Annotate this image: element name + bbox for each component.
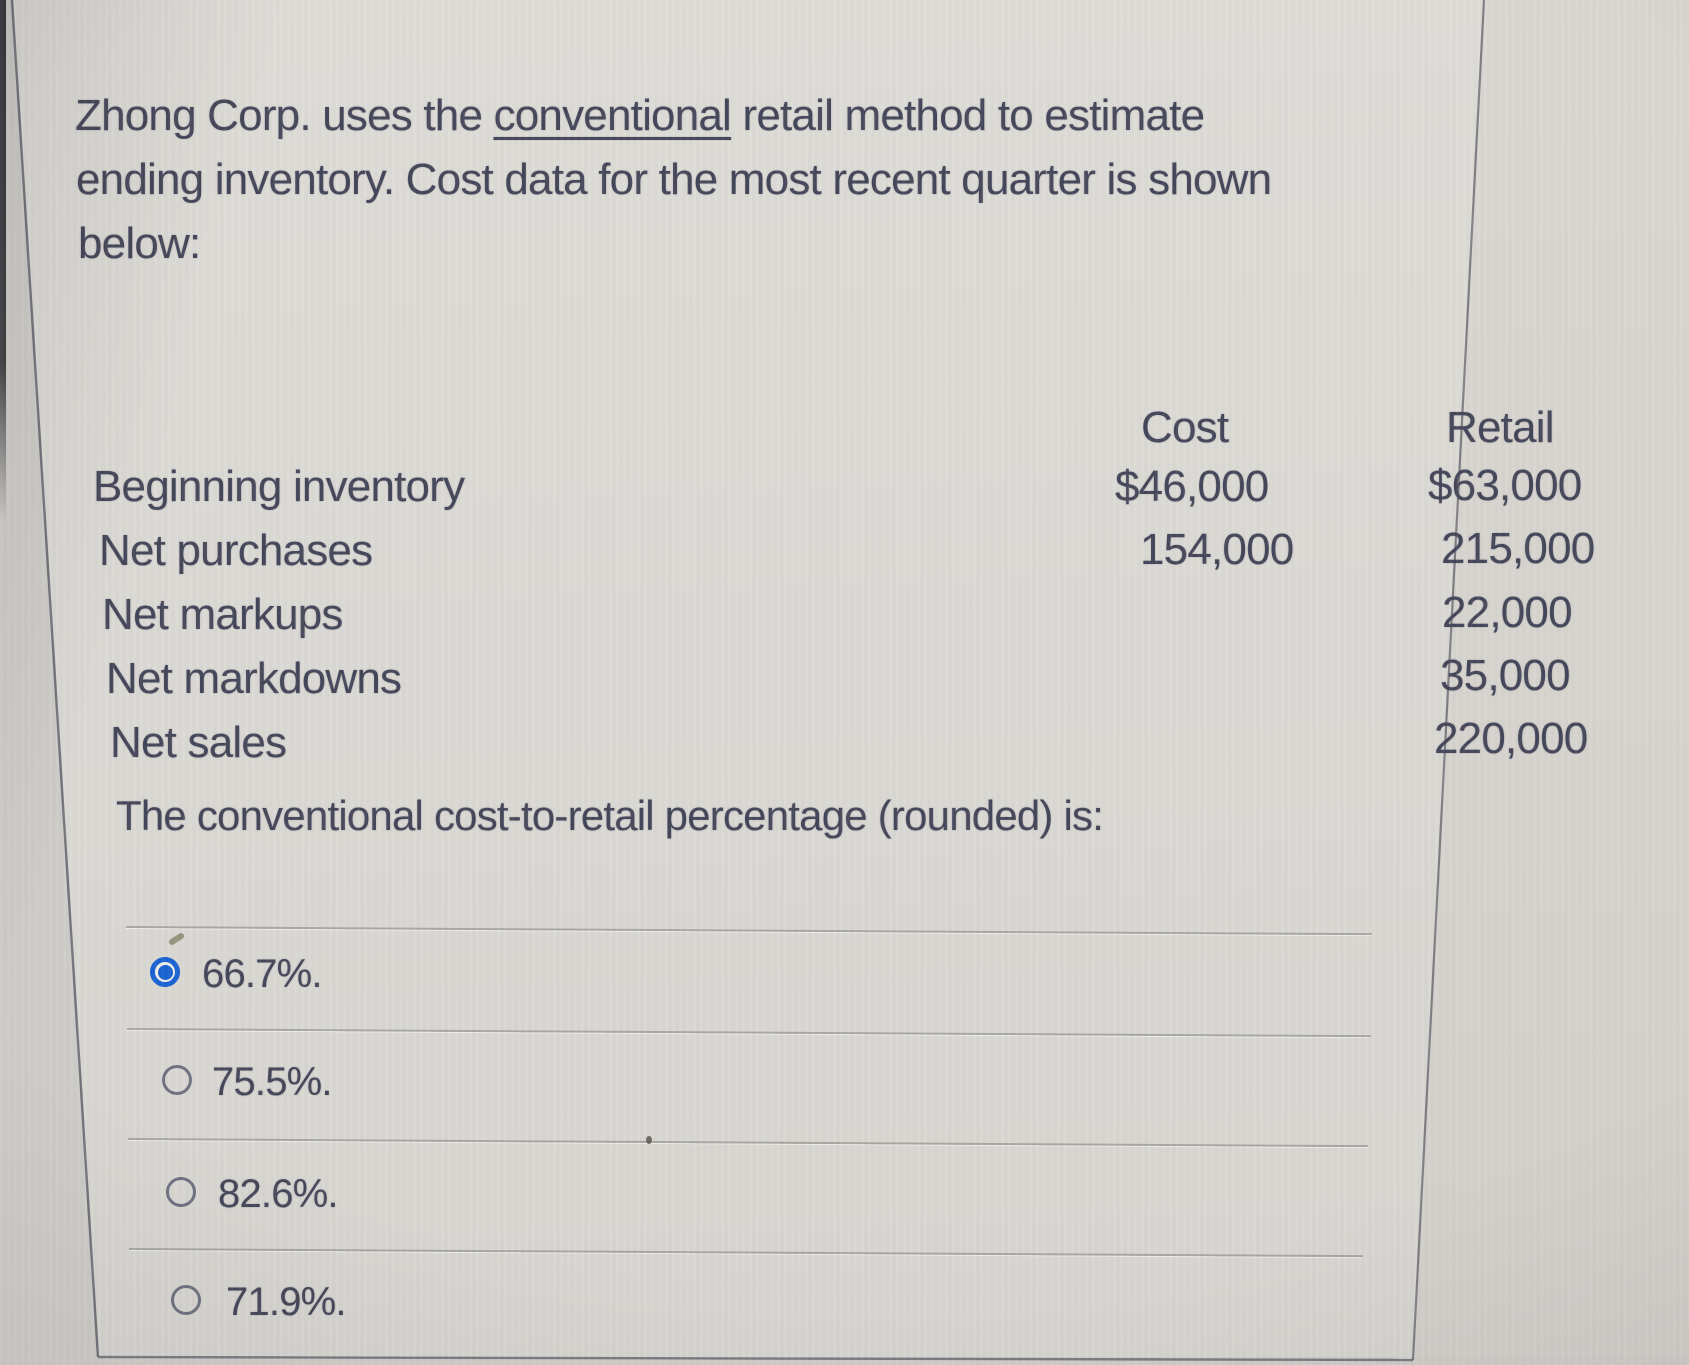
retail-value: 220,000 (1434, 714, 1588, 763)
row-label: Net purchases (99, 526, 373, 575)
option-label[interactable]: 75.5%. (212, 1060, 333, 1104)
option-label[interactable]: 82.6%. (218, 1172, 339, 1216)
screen-area-below-card (0, 1357, 1689, 1365)
cost-value: 154,000 (1140, 525, 1294, 574)
question-intro-line-1: Zhong Corp. uses the conventional retail… (75, 91, 1205, 140)
question-intro-line-2: ending inventory. Cost data for the most… (76, 155, 1272, 204)
question-prompt: The conventional cost-to-retail percenta… (116, 792, 1104, 839)
dust-speck-artifact (646, 1136, 652, 1144)
row-label: Net markdowns (106, 654, 402, 703)
radio-button-selected-icon[interactable] (150, 957, 180, 987)
column-header-cost: Cost (1141, 403, 1229, 452)
radio-dot-icon (157, 964, 173, 980)
option-label[interactable]: 71.9%. (226, 1280, 347, 1324)
radio-button-icon[interactable] (166, 1177, 196, 1207)
row-label: Beginning inventory (93, 462, 465, 511)
column-header-retail: Retail (1446, 403, 1555, 452)
radio-button-icon[interactable] (162, 1065, 192, 1095)
retail-value: 22,000 (1442, 588, 1573, 637)
retail-value: 35,000 (1440, 651, 1571, 700)
retail-value: 215,000 (1441, 524, 1595, 573)
retail-value: $63,000 (1428, 461, 1582, 510)
row-label: Net sales (110, 718, 287, 767)
radio-button-icon[interactable] (171, 1285, 201, 1315)
underlined-word: conventional (493, 91, 732, 140)
question-intro-line-3: below: (78, 219, 201, 268)
photo-edge-shadow (0, 0, 6, 520)
option-label[interactable]: 66.7%. (202, 952, 323, 996)
cost-value: $46,000 (1115, 462, 1269, 511)
row-label: Net markups (102, 590, 343, 639)
